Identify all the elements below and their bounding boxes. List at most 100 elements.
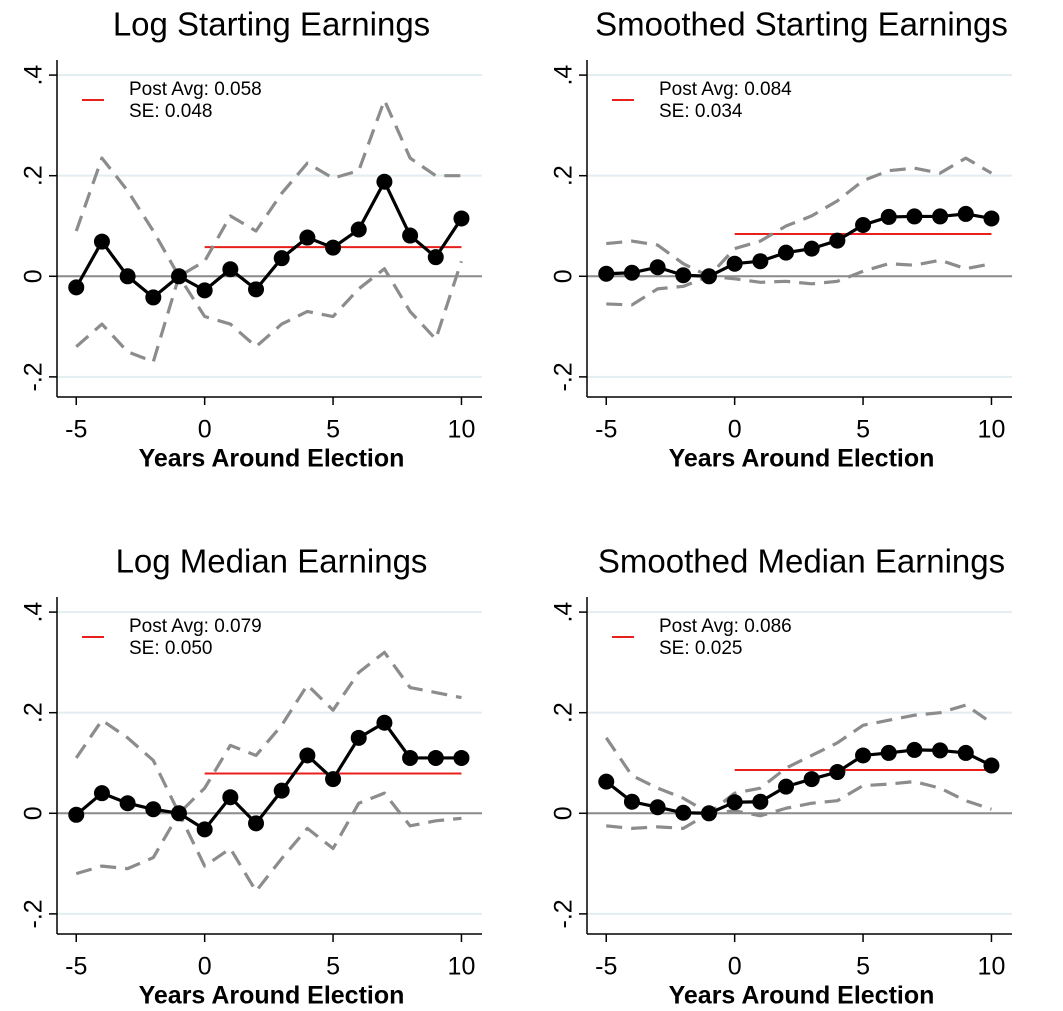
estimate-marker: [350, 729, 367, 746]
panel: Log Median Earnings -.2 0 .2 .4 -5 0 5 10 Years A…: [20, 543, 482, 1010]
ci-line: [75, 260, 463, 364]
y-tick-label: -.2: [550, 362, 578, 391]
estimate-marker: [880, 208, 897, 225]
estimate-marker: [983, 210, 1000, 227]
estimate-marker: [623, 793, 640, 810]
estimate-marker: [700, 268, 717, 285]
estimate-marker: [675, 267, 692, 284]
estimate-marker: [778, 778, 795, 795]
estimate-marker: [906, 208, 923, 225]
estimate-marker: [453, 210, 470, 227]
estimate-marker: [273, 250, 290, 267]
estimate-marker: [752, 253, 769, 270]
estimate-marker: [68, 806, 85, 823]
legend-label: Post Avg: 0.084: [659, 79, 792, 100]
estimate-marker: [778, 244, 795, 261]
y-tick-label: .4: [20, 65, 48, 86]
estimate-marker: [829, 764, 846, 781]
estimate-marker: [299, 229, 316, 246]
y-tick-label: 0: [20, 269, 48, 283]
y-tick-label: .4: [550, 65, 578, 86]
x-tick-label: -5: [65, 953, 87, 981]
estimate-marker: [376, 714, 393, 731]
estimate-marker: [402, 227, 419, 244]
legend-se: SE: 0.034: [659, 101, 743, 122]
estimate-marker: [170, 268, 187, 285]
estimate-marker: [598, 773, 615, 790]
panel-title: Log Median Earnings: [116, 543, 428, 580]
estimate-marker: [196, 821, 213, 838]
estimate-marker: [222, 261, 239, 278]
estimate-marker: [752, 793, 769, 810]
x-tick-label: 5: [326, 416, 340, 444]
estimate-marker: [623, 264, 640, 281]
estimate-marker: [726, 255, 743, 272]
estimate-marker: [248, 815, 265, 832]
x-tick-label: 10: [978, 416, 1006, 444]
estimate-marker: [700, 805, 717, 822]
legend-se: SE: 0.025: [659, 638, 742, 659]
estimate-marker: [427, 249, 444, 266]
y-tick-label: -.2: [550, 899, 578, 928]
legend-se: SE: 0.050: [129, 638, 212, 659]
x-tick-label: 0: [728, 416, 742, 444]
estimate-marker: [299, 747, 316, 764]
panel: Smoothed Median Earnings -.2 0 .2 .4 -5 0 5 10 Ye…: [550, 543, 1012, 1010]
ci-line: [604, 703, 993, 815]
x-axis-label: Years Around Election: [669, 445, 935, 473]
panel-title: Smoothed Starting Earnings: [595, 6, 1008, 43]
estimate-marker: [932, 742, 949, 759]
estimate-marker: [376, 173, 393, 190]
y-tick-label: -.2: [20, 362, 48, 391]
x-tick-label: 0: [728, 953, 742, 981]
estimate-line: [75, 721, 462, 831]
x-tick-label: 5: [326, 953, 340, 981]
y-tick-label: .2: [20, 702, 48, 723]
panel-title: Smoothed Median Earnings: [598, 543, 1005, 580]
x-tick-label: 0: [198, 953, 212, 981]
estimate-marker: [855, 216, 872, 233]
estimate-marker: [325, 771, 342, 788]
estimate-marker: [325, 239, 342, 256]
y-tick-label: .4: [20, 602, 48, 623]
x-tick-label: -5: [595, 416, 617, 444]
legend-label: Post Avg: 0.058: [129, 79, 262, 100]
estimate-marker: [350, 221, 367, 238]
panel-title: Log Starting Earnings: [113, 6, 430, 43]
estimate-marker: [68, 279, 85, 296]
estimate-marker: [803, 240, 820, 257]
estimate-marker: [93, 785, 110, 802]
estimate-marker: [145, 801, 162, 818]
estimate-marker: [402, 749, 419, 766]
estimate-marker: [119, 268, 136, 285]
y-tick-label: 0: [550, 269, 578, 283]
estimate-marker: [829, 232, 846, 249]
estimate-marker: [93, 233, 110, 250]
estimate-marker: [145, 289, 162, 306]
estimate-marker: [119, 795, 136, 812]
estimate-marker: [427, 749, 444, 766]
estimate-marker: [855, 747, 872, 764]
estimate-marker: [906, 741, 923, 758]
estimate-marker: [932, 208, 949, 225]
legend-label: Post Avg: 0.079: [129, 616, 262, 637]
panel: Smoothed Starting Earnings -.2 0 .2 .4 -5 0 5 10…: [550, 6, 1012, 473]
estimate-marker: [273, 782, 290, 799]
ci-line: [606, 156, 993, 278]
x-tick-label: 0: [198, 416, 212, 444]
x-tick-label: 5: [856, 416, 870, 444]
ci-line: [606, 258, 992, 307]
y-tick-label: 0: [20, 806, 48, 820]
x-tick-label: 5: [856, 953, 870, 981]
estimate-marker: [248, 281, 265, 298]
ci-line: [74, 98, 462, 278]
ci-line: [74, 650, 462, 815]
y-tick-label: 0: [550, 806, 578, 820]
estimate-marker: [957, 205, 974, 222]
estimate-line: [605, 748, 993, 815]
x-tick-label: -5: [65, 416, 87, 444]
estimate-marker: [957, 744, 974, 761]
x-tick-label: -5: [595, 953, 617, 981]
estimate-marker: [196, 282, 213, 299]
